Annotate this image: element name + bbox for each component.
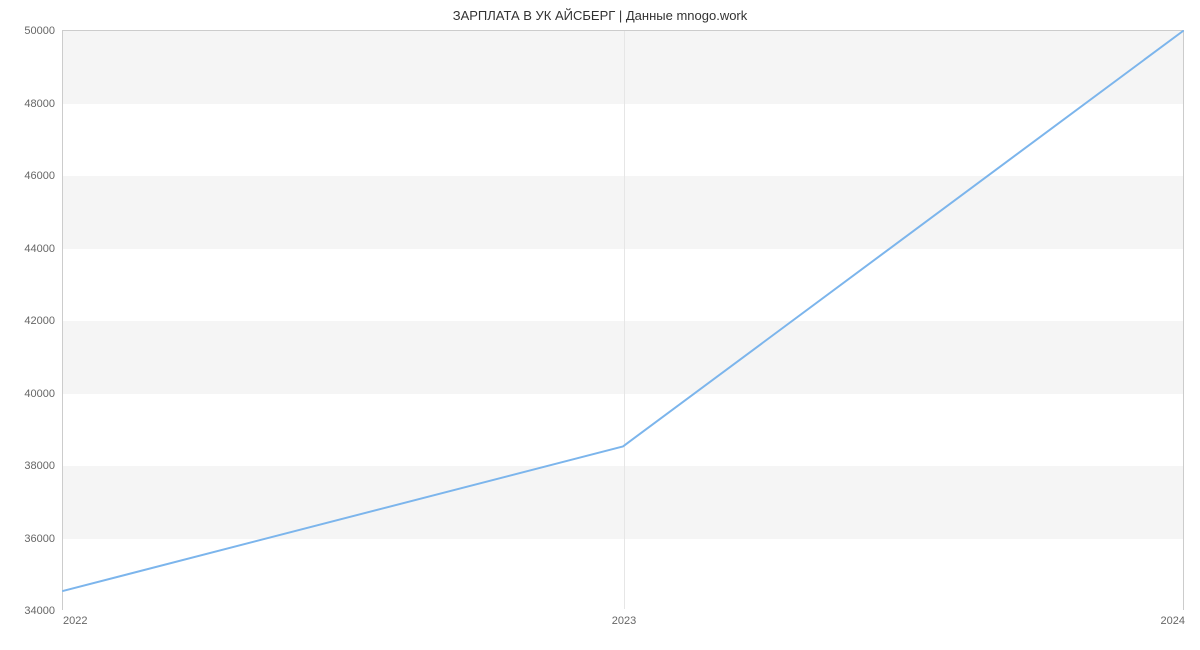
y-tick-label: 34000 [24,605,55,617]
y-tick-label: 40000 [24,388,55,400]
x-tick-label: 2024 [1161,615,1185,627]
x-tick-label: 2022 [63,615,87,627]
chart-title: ЗАРПЛАТА В УК АЙСБЕРГ | Данные mnogo.wor… [0,8,1200,23]
y-tick-label: 36000 [24,533,55,545]
x-tick-label: 2023 [612,615,636,627]
plot-area: 2022202320243400036000380004000042000440… [62,30,1184,610]
y-tick-label: 48000 [24,98,55,110]
series-layer [63,31,1183,609]
y-tick-label: 42000 [24,315,55,327]
y-tick-label: 50000 [24,25,55,37]
series-line-salary [63,31,1183,591]
y-tick-label: 46000 [24,170,55,182]
salary-line-chart: ЗАРПЛАТА В УК АЙСБЕРГ | Данные mnogo.wor… [0,0,1200,650]
y-tick-label: 38000 [24,460,55,472]
y-tick-label: 44000 [24,243,55,255]
